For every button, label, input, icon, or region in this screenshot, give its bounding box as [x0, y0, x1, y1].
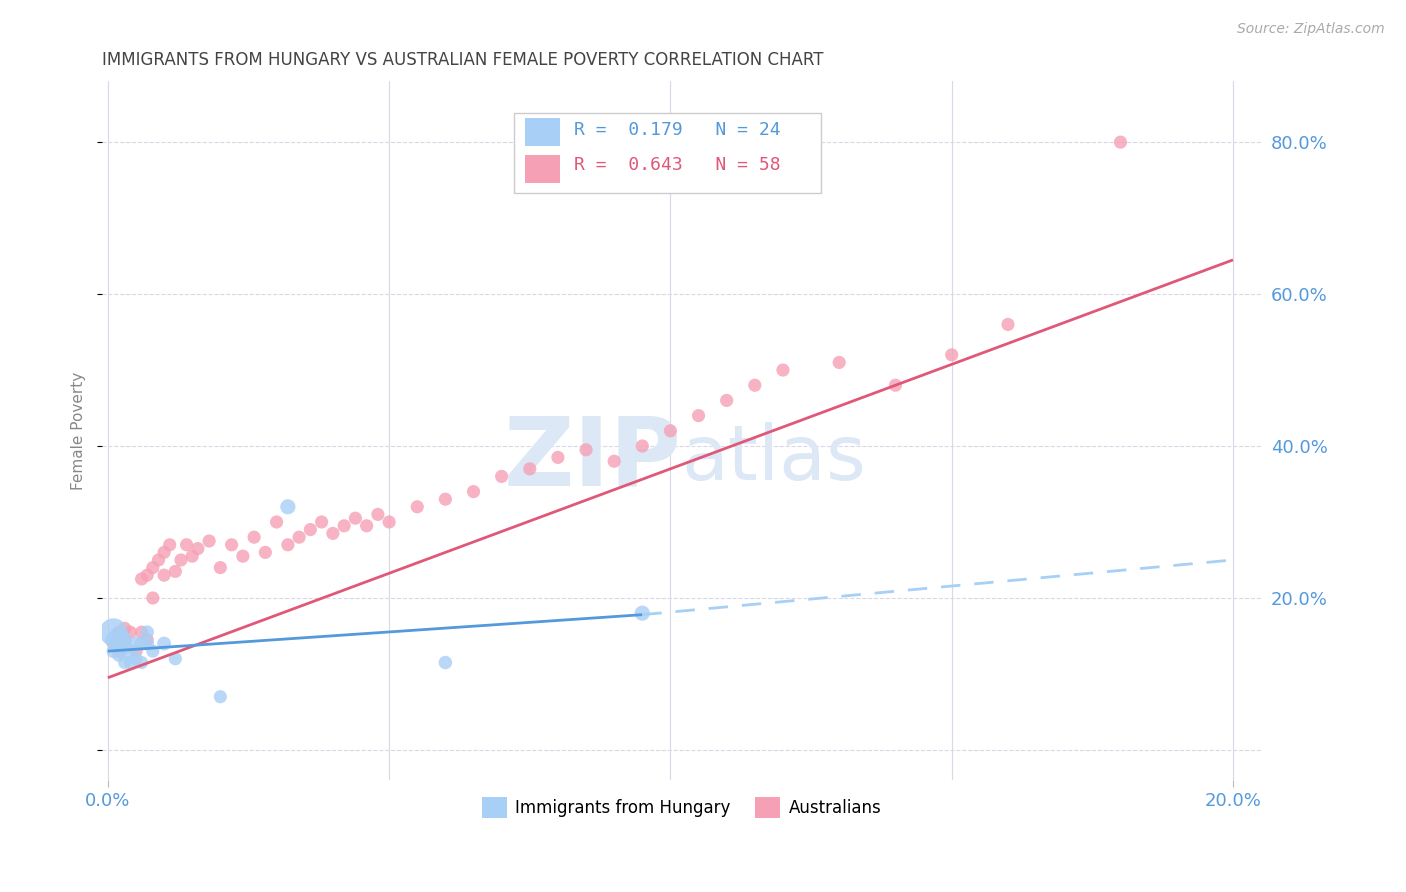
Point: [603, 454, 626, 468]
Point: [131, 572, 153, 586]
Point: [125, 652, 148, 666]
Point: [547, 450, 569, 465]
Point: [125, 636, 148, 650]
Point: [491, 469, 513, 483]
Point: [136, 625, 159, 640]
Point: [142, 644, 165, 658]
Point: [266, 515, 288, 529]
Y-axis label: Female Poverty: Female Poverty: [72, 372, 86, 490]
Point: [232, 549, 254, 564]
Point: [108, 644, 131, 658]
Text: ZIP: ZIP: [503, 412, 682, 505]
Text: atlas: atlas: [682, 422, 866, 496]
Point: [114, 656, 136, 670]
Point: [631, 606, 654, 620]
Point: [434, 656, 457, 670]
Point: [153, 568, 176, 582]
Point: [243, 530, 266, 544]
Point: [941, 348, 963, 362]
Point: [108, 640, 131, 655]
Point: [772, 363, 794, 377]
Point: [519, 462, 541, 476]
Point: [148, 553, 170, 567]
Point: [277, 538, 299, 552]
Point: [136, 568, 159, 582]
Point: [153, 545, 176, 559]
Point: [1109, 135, 1132, 149]
Text: R =  0.179   N = 24: R = 0.179 N = 24: [574, 121, 780, 139]
Point: [120, 656, 142, 670]
Point: [170, 553, 193, 567]
Point: [716, 393, 738, 408]
Bar: [526, 119, 560, 146]
Text: IMMIGRANTS FROM HUNGARY VS AUSTRALIAN FEMALE POVERTY CORRELATION CHART: IMMIGRANTS FROM HUNGARY VS AUSTRALIAN FE…: [103, 51, 824, 69]
Point: [322, 526, 344, 541]
Point: [120, 625, 142, 640]
Point: [187, 541, 209, 556]
Point: [103, 644, 125, 658]
Point: [114, 632, 136, 647]
Point: [209, 690, 232, 704]
Text: Source: ZipAtlas.com: Source: ZipAtlas.com: [1237, 22, 1385, 37]
Point: [997, 318, 1019, 332]
Point: [198, 533, 221, 548]
Point: [333, 518, 356, 533]
Point: [103, 625, 125, 640]
Point: [131, 656, 153, 670]
Point: [131, 636, 153, 650]
Point: [575, 442, 598, 457]
Point: [434, 492, 457, 507]
Point: [406, 500, 429, 514]
Point: [114, 640, 136, 655]
Point: [378, 515, 401, 529]
Point: [131, 625, 153, 640]
Point: [153, 636, 176, 650]
Point: [125, 644, 148, 658]
Point: [884, 378, 907, 392]
Point: [165, 565, 187, 579]
Point: [142, 560, 165, 574]
Point: [114, 621, 136, 635]
Point: [367, 508, 389, 522]
FancyBboxPatch shape: [513, 112, 821, 194]
Point: [142, 591, 165, 605]
Point: [108, 648, 131, 662]
Point: [288, 530, 311, 544]
Text: R =  0.643   N = 58: R = 0.643 N = 58: [574, 156, 780, 174]
Point: [165, 652, 187, 666]
Point: [221, 538, 243, 552]
Point: [828, 355, 851, 369]
Point: [136, 632, 159, 647]
Bar: [526, 154, 560, 183]
Point: [356, 518, 378, 533]
Point: [103, 632, 125, 647]
Point: [631, 439, 654, 453]
Point: [181, 549, 204, 564]
Legend: Immigrants from Hungary, Australians: Immigrants from Hungary, Australians: [475, 790, 889, 824]
Point: [311, 515, 333, 529]
Point: [254, 545, 277, 559]
Point: [108, 629, 131, 643]
Point: [659, 424, 682, 438]
Point: [120, 644, 142, 658]
Point: [277, 500, 299, 514]
Point: [463, 484, 485, 499]
Point: [136, 636, 159, 650]
Point: [103, 636, 125, 650]
Point: [299, 523, 322, 537]
Point: [114, 632, 136, 647]
Point: [688, 409, 710, 423]
Point: [108, 625, 131, 640]
Point: [344, 511, 367, 525]
Point: [209, 560, 232, 574]
Point: [744, 378, 766, 392]
Point: [176, 538, 198, 552]
Point: [159, 538, 181, 552]
